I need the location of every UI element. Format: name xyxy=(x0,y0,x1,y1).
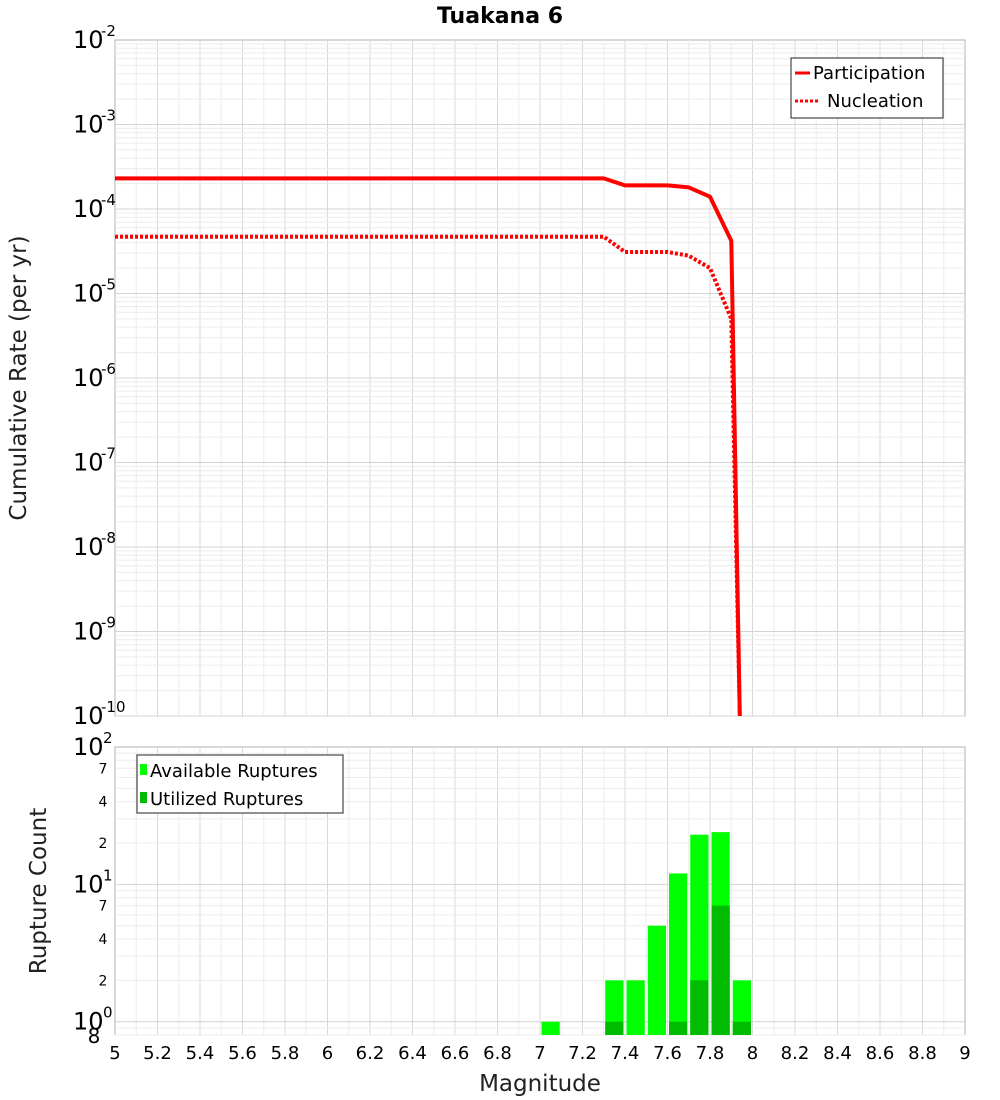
rate-y-tick-exponent: -5 xyxy=(101,276,116,294)
available-ruptures-bar xyxy=(626,980,645,1035)
x-tick-label: 8.8 xyxy=(908,1043,937,1064)
rate-y-tick-exponent: -6 xyxy=(101,360,116,378)
rate-y-tick-exponent: -9 xyxy=(101,614,116,632)
available-legend-label: Available Ruptures xyxy=(150,761,318,782)
rate-y-tick-base: 10 xyxy=(73,280,104,308)
rupture-y-tick-base: 10 xyxy=(73,1008,104,1036)
available-ruptures-bar xyxy=(732,980,751,1035)
x-tick-label: 8 xyxy=(747,1043,758,1064)
rate-grid xyxy=(115,40,965,717)
utilized-ruptures-bar xyxy=(732,1021,751,1035)
rupture-y-minor-tick: 7 xyxy=(99,761,108,777)
x-tick-label: 5.8 xyxy=(271,1043,300,1064)
rate-y-tick-exponent: -2 xyxy=(101,22,116,40)
rate-y-tick-base: 10 xyxy=(73,533,104,561)
x-tick-label: 6 xyxy=(322,1043,333,1064)
x-tick-label: 7.4 xyxy=(611,1043,640,1064)
rate-y-tick-base: 10 xyxy=(73,111,104,139)
rate-y-tick-exponent: -3 xyxy=(101,107,116,125)
x-axis-label: Magnitude xyxy=(479,1071,601,1097)
rupture-y-tick-exponent: 0 xyxy=(103,1004,113,1022)
x-tick-label: 5 xyxy=(109,1043,120,1064)
rupture-y-tick-base: 10 xyxy=(73,870,104,898)
rate-y-tick-base: 10 xyxy=(73,26,104,54)
nucleation-legend-label: Nucleation xyxy=(827,91,923,112)
utilized-legend-label: Utilized Ruptures xyxy=(150,789,303,810)
x-tick-label: 6.2 xyxy=(356,1043,385,1064)
rate-legend-box xyxy=(790,57,944,119)
rate-y-tick-base: 10 xyxy=(73,449,104,477)
rupture-y-minor-tick: 7 xyxy=(99,899,108,915)
rate-series-group xyxy=(115,176,742,716)
x-tick-label: 7.8 xyxy=(696,1043,725,1064)
available-ruptures-bar xyxy=(605,980,624,1035)
x-tick-label: 7.2 xyxy=(568,1043,597,1064)
utilized-ruptures-bar xyxy=(669,1021,688,1035)
x-tick-label: 5.6 xyxy=(228,1043,257,1064)
rupture-legend-box xyxy=(136,754,344,814)
rate-y-tick-labels: 10-210-310-410-510-610-710-810-910-10 xyxy=(73,22,126,730)
utilized-ruptures-bar xyxy=(711,905,730,1035)
available-ruptures-bar xyxy=(541,1021,560,1035)
rupture-y-minor-tick: 2 xyxy=(99,836,108,852)
rupture-y-axis-label: Rupture Count xyxy=(26,808,52,974)
rupture-y-tick-exponent: 1 xyxy=(103,866,113,884)
x-tick-label: 5.4 xyxy=(186,1043,215,1064)
utilized-ruptures-bar xyxy=(605,1021,624,1035)
rate-y-tick-base: 10 xyxy=(73,195,104,223)
available-legend-swatch xyxy=(140,764,147,775)
x-tick-label: 7.6 xyxy=(653,1043,682,1064)
rupture-legend: Available Ruptures Utilized Ruptures xyxy=(136,754,344,814)
rupture-y-tick-exponent: 2 xyxy=(103,729,113,747)
x-tick-label: 5.2 xyxy=(143,1043,172,1064)
rate-y-tick-exponent: -7 xyxy=(101,445,116,463)
rate-y-axis-label: Cumulative Rate (per yr) xyxy=(6,235,32,520)
rate-y-tick-base: 10 xyxy=(73,702,104,730)
available-ruptures-bar xyxy=(669,873,688,1035)
rupture-bars-group xyxy=(541,832,751,1035)
rupture-y-minor-tick: 4 xyxy=(99,932,108,948)
chart-title: Tuakana 6 xyxy=(437,4,563,29)
utilized-legend-swatch xyxy=(140,792,147,803)
x-tick-label: 6.8 xyxy=(483,1043,512,1064)
magnitude-x-tick-labels: 5 5.2 5.4 5.6 5.8 6 6.2 6.4 6.6 6.8 7 7.2 7.4 7.6 7.8 8… xyxy=(109,1043,970,1064)
rate-legend: Participation Nucleation xyxy=(790,57,944,119)
rupture-y-minor-tick: 4 xyxy=(99,795,108,811)
participation-legend-label: Participation xyxy=(813,63,925,84)
x-tick-label: 7 xyxy=(534,1043,545,1064)
nucleation-line xyxy=(115,234,742,716)
x-tick-label: 8.6 xyxy=(866,1043,895,1064)
x-tick-label: 8.2 xyxy=(781,1043,810,1064)
x-tick-label: 9 xyxy=(959,1043,970,1064)
rate-y-tick-base: 10 xyxy=(73,618,104,646)
rupture-y-minor-tick: 2 xyxy=(99,973,108,989)
utilized-ruptures-bar xyxy=(690,980,709,1035)
rate-y-tick-exponent: -4 xyxy=(101,191,116,209)
rate-y-tick-base: 10 xyxy=(73,364,104,392)
x-tick-label: 6.4 xyxy=(398,1043,427,1064)
available-ruptures-bar xyxy=(647,925,666,1035)
x-tick-label: 8.4 xyxy=(823,1043,852,1064)
rupture-y-tick-base: 10 xyxy=(73,733,104,761)
participation-line xyxy=(115,176,742,716)
rate-y-tick-exponent: -8 xyxy=(101,529,116,547)
rupture-y-minor-tick: 8 xyxy=(88,1024,101,1048)
rate-y-tick-exponent: -10 xyxy=(101,698,126,716)
x-tick-label: 6.6 xyxy=(441,1043,470,1064)
